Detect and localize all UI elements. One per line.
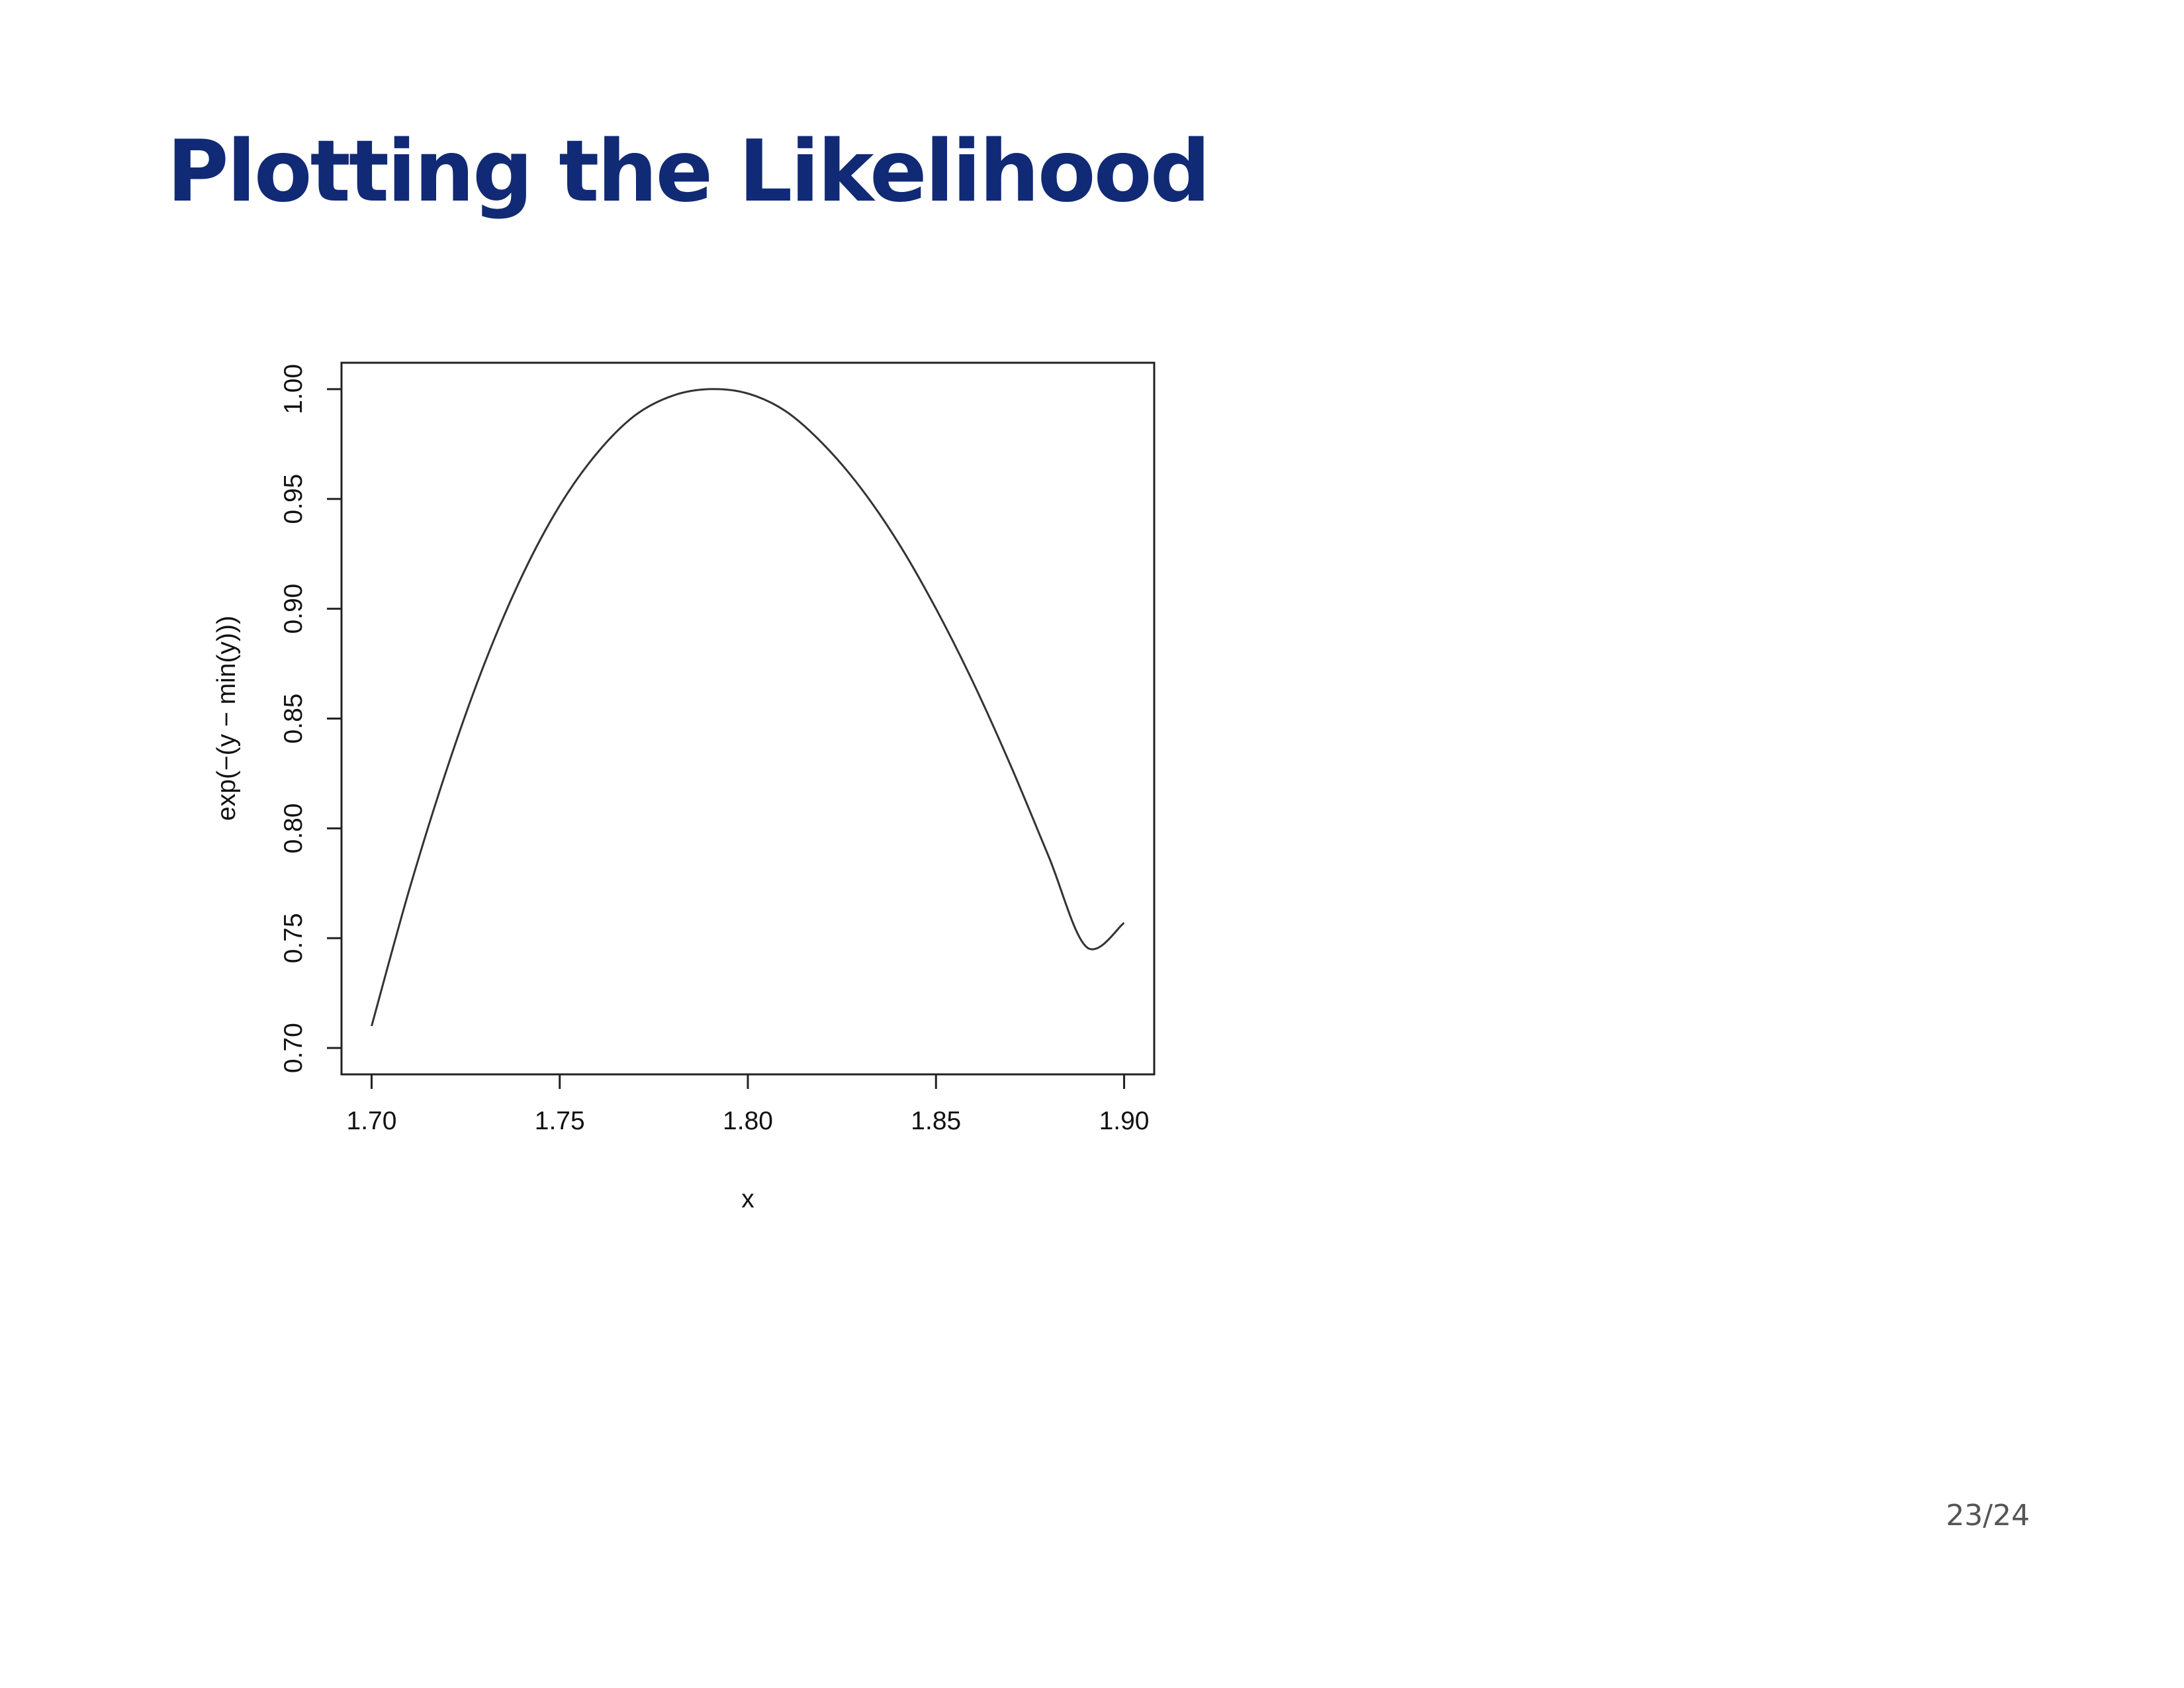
likelihood-curve <box>371 388 1125 1027</box>
x-tick-label: 1.80 <box>723 1107 773 1135</box>
y-tick-label: 0.95 <box>279 474 308 524</box>
y-tick-label: 0.75 <box>279 913 308 963</box>
page-number: 23/24 <box>1946 1499 2030 1532</box>
y-tick-label: 0.85 <box>279 694 308 744</box>
slide-title: Plotting the Likelihood <box>167 122 1210 221</box>
y-tick-label: 0.70 <box>279 1023 308 1073</box>
x-tick-label: 1.75 <box>535 1107 585 1135</box>
y-tick-label: 0.90 <box>279 584 308 634</box>
y-axis: 0.70 0.75 0.80 0.85 0.90 0.95 1.00 <box>279 364 343 1073</box>
y-axis-title: exp(−(y − min(y))) <box>212 616 241 821</box>
x-axis: 1.70 1.75 1.80 1.85 1.90 <box>347 1073 1150 1135</box>
x-tick-label: 1.85 <box>911 1107 961 1135</box>
y-tick-label: 0.80 <box>279 803 308 853</box>
x-tick-label: 1.90 <box>1099 1107 1150 1135</box>
x-tick-label: 1.70 <box>347 1107 397 1135</box>
x-axis-title: x <box>741 1185 754 1213</box>
y-tick-label: 1.00 <box>279 364 308 414</box>
